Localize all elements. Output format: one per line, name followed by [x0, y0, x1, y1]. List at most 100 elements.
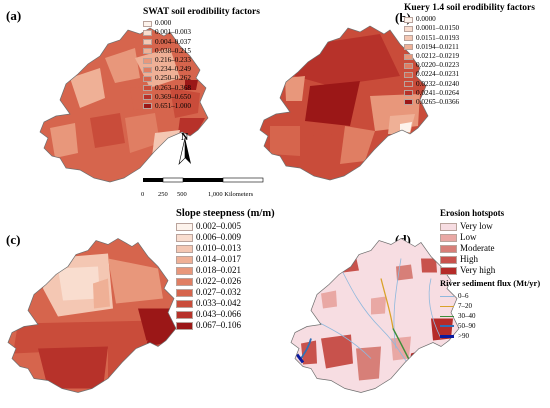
flux-legend-title: River sediment flux (Mt/yr) — [440, 278, 541, 288]
flux-class: 50–90 — [440, 321, 540, 331]
flux-line-swatch — [440, 325, 454, 327]
legend-swatch — [404, 99, 413, 106]
legend-class: High — [440, 254, 540, 265]
flux-class: 7–20 — [440, 301, 540, 311]
legend-swatch — [404, 90, 413, 97]
legend-class-label: 0.006–0.009 — [196, 232, 241, 242]
legend-c-rows: 0.002–0.005 0.006–0.009 0.010–0.013 0.014–0… — [176, 221, 275, 331]
legend-a-rows: 0.000 0.001–0.003 0.004–0.037 0.038–0.215 0.… — [143, 19, 260, 111]
region-b-7 — [340, 126, 375, 164]
legend-class: 0.0220–0.0223 — [404, 61, 535, 70]
legend-class-label: 0.067–0.106 — [196, 320, 241, 330]
legend-swatch — [404, 35, 413, 42]
legend-class: 0.0151–0.0193 — [404, 34, 535, 43]
legend-class: 0.006–0.009 — [176, 232, 275, 243]
legend-class-label: 0.000 — [155, 19, 172, 28]
river-minor-2 — [393, 258, 402, 349]
scale-bar: 0 250 500 1,000 Kilometers — [138, 173, 278, 201]
legend-class-label: Very high — [460, 265, 496, 275]
legend-d: Erosion hotspots Very low Low Moderate High… — [440, 208, 540, 341]
region-d-7 — [356, 346, 381, 381]
legend-class: 0.033–0.042 — [176, 298, 275, 309]
legend-class: 0.0224–0.0231 — [404, 70, 535, 79]
legend-swatch — [176, 299, 193, 308]
legend-class: 0.216–0.233 — [143, 56, 260, 65]
region-a-5 — [178, 118, 205, 136]
legend-swatch — [143, 48, 152, 55]
legend-class: 0.067–0.106 — [176, 320, 275, 331]
legend-class: 0.0000 — [404, 15, 535, 24]
legend-class: 0.000 — [143, 19, 260, 28]
region-a-8 — [50, 123, 78, 158]
region-d-4 — [321, 290, 337, 309]
region-a-4 — [170, 88, 200, 118]
region-a-2 — [105, 48, 140, 83]
legend-class: 0.234–0.249 — [143, 65, 260, 74]
legend-class: 0.250–0.262 — [143, 74, 260, 83]
legend-c-title: Slope steepness (m/m) — [176, 208, 275, 219]
legend-class-label: High — [460, 254, 478, 264]
river-minor-4 — [428, 278, 442, 339]
legend-class: 0.004–0.037 — [143, 38, 260, 47]
river-50-90 — [300, 338, 312, 359]
legend-class-label: 0.216–0.233 — [155, 55, 191, 64]
legend-swatch — [143, 57, 152, 64]
flux-line-swatch — [440, 305, 454, 307]
legend-class: 0.0241–0.0264 — [404, 89, 535, 98]
region-d-3 — [421, 258, 437, 273]
legend-swatch — [176, 310, 193, 319]
legend-class-label: 0.018–0.021 — [196, 265, 241, 275]
legend-class-label: 0.250–0.262 — [155, 74, 191, 83]
legend-class: 0.263–0.368 — [143, 84, 260, 93]
legend-class: 0.018–0.021 — [176, 265, 275, 276]
legend-swatch — [176, 288, 193, 297]
legend-class-label: 0.001–0.003 — [155, 28, 191, 37]
north-label: N — [181, 132, 189, 143]
panel-c-label: (c) — [6, 232, 21, 247]
scale-tick-1: 250 — [158, 191, 168, 198]
flux-class-label: 30–40 — [458, 311, 476, 320]
region-b-5 — [400, 122, 412, 132]
legend-swatch — [404, 53, 413, 60]
legend-class-label: 0.0212–0.0219 — [416, 51, 460, 60]
legend-class-label: 0.0241–0.0264 — [416, 88, 460, 97]
legend-class: Very high — [440, 265, 540, 276]
legend-class-label: 0.0265–0.0366 — [416, 97, 460, 106]
legend-c: Slope steepness (m/m) 0.002–0.005 0.006–0… — [176, 208, 275, 331]
legend-swatch — [404, 62, 413, 69]
river-7-20 — [380, 278, 394, 329]
legend-class-label: 0.651–1.000 — [155, 101, 191, 110]
legend-class: 0.001–0.003 — [143, 28, 260, 37]
region-b-6 — [270, 126, 300, 156]
legend-swatch — [143, 39, 152, 46]
map-c — [7, 238, 177, 393]
flux-line-swatch — [440, 315, 454, 317]
legend-b-rows: 0.0000 0.0001–0.0150 0.0151–0.0193 0.0194–0… — [404, 15, 535, 107]
legend-class: 0.014–0.017 — [176, 254, 275, 265]
legend-swatch — [143, 103, 152, 110]
region-d-6 — [321, 334, 353, 369]
panel-a-label: (a) — [6, 8, 22, 23]
legend-swatch — [143, 94, 152, 101]
panel-b: (b) Kuery 1.4 soil erodibility factors 0… — [259, 0, 550, 204]
scale-tick-3: 1,000 Kilometers — [208, 191, 254, 198]
legend-class-label: 0.263–0.368 — [155, 83, 191, 92]
legend-class: Moderate — [440, 243, 540, 254]
legend-class: 0.038–0.215 — [143, 47, 260, 56]
legend-a-title: SWAT soil erodibility factors — [143, 7, 260, 17]
legend-class-label: 0.027–0.032 — [196, 287, 241, 297]
panel-d: (d) Erosion hotspots Very lo — [275, 204, 550, 408]
legend-swatch — [143, 75, 152, 82]
scale-tick-labels: 0 250 500 1,000 Kilometers — [138, 191, 278, 201]
flux-class-label: 0–6 — [458, 291, 469, 300]
legend-swatch — [404, 71, 413, 78]
legend-class-label: 0.014–0.017 — [196, 254, 241, 264]
panel-c: (c) Slope steepness (m/m) 0.002–0.005 0.0… — [0, 204, 275, 408]
region-c-8 — [93, 278, 110, 309]
flux-class: >90 — [440, 331, 540, 341]
region-c-2 — [58, 266, 100, 301]
legend-class-label: 0.0224–0.0231 — [416, 70, 460, 79]
legend-class-label: 0.0151–0.0193 — [416, 33, 460, 42]
region-d-10 — [371, 296, 386, 315]
legend-class-label: 0.004–0.037 — [155, 37, 191, 46]
